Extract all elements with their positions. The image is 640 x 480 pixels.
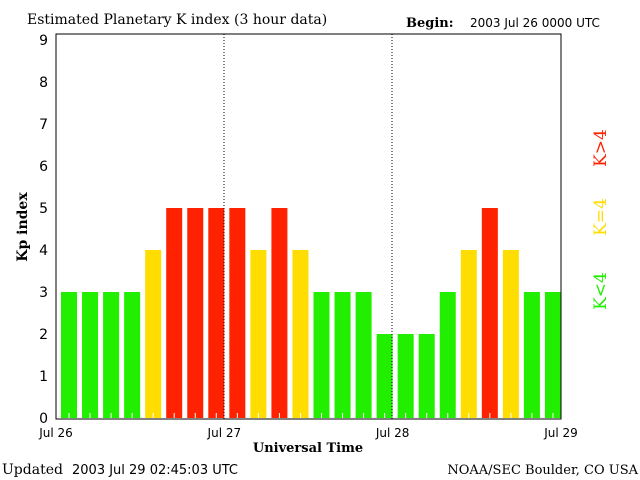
y-tick-label: 3 xyxy=(39,285,48,301)
kp-bar xyxy=(145,250,162,418)
x-tick-label: Jul 27 xyxy=(207,426,242,440)
kp-bar xyxy=(334,292,351,418)
legend-equal: K=4 xyxy=(591,198,611,236)
kp-bar xyxy=(166,208,183,418)
kp-bar xyxy=(502,250,519,418)
plot-frame xyxy=(55,33,562,420)
kp-bar xyxy=(271,208,288,418)
legend-low: K<4 xyxy=(591,272,611,310)
y-tick-label: 0 xyxy=(39,411,48,427)
y-tick-label: 5 xyxy=(39,201,48,217)
y-tick-label: 6 xyxy=(39,159,48,175)
x-tick-label: Jul 28 xyxy=(375,426,410,440)
y-tick-label: 8 xyxy=(39,75,48,91)
x-tick-label: Jul 29 xyxy=(543,426,578,440)
x-tick-label: Jul 26 xyxy=(38,426,73,440)
kp-bar xyxy=(481,208,498,418)
kp-bar xyxy=(229,208,246,418)
kp-bar xyxy=(523,292,540,418)
kp-bar xyxy=(355,292,372,418)
kp-bar xyxy=(250,250,267,418)
chart-title: Estimated Planetary K index (3 hour data… xyxy=(27,12,327,28)
begin-value: 2003 Jul 26 0000 UTC xyxy=(470,16,600,30)
kp-bar xyxy=(124,292,141,418)
begin-label: Begin: xyxy=(406,16,454,31)
kp-bar xyxy=(103,292,120,418)
y-tick-label: 1 xyxy=(39,369,48,385)
legend-high: K>4 xyxy=(591,129,611,167)
updated-value: 2003 Jul 29 02:45:03 UTC xyxy=(72,463,238,478)
source-credit: NOAA/SEC Boulder, CO USA xyxy=(447,463,638,478)
kp-bar xyxy=(376,334,393,418)
kp-bar xyxy=(460,250,477,418)
kp-bar xyxy=(397,334,414,418)
x-axis-label: Universal Time xyxy=(253,441,363,456)
updated-label: Updated xyxy=(2,462,63,478)
y-tick-label: 4 xyxy=(39,243,48,259)
kp-bar xyxy=(313,292,330,418)
kp-bar xyxy=(292,250,309,418)
kp-bar xyxy=(187,208,204,418)
kp-bar xyxy=(418,334,435,418)
kp-bar xyxy=(82,292,99,418)
kp-bar xyxy=(544,292,561,418)
y-tick-label: 7 xyxy=(39,117,48,133)
kp-bar xyxy=(61,292,77,418)
y-axis-label: Kp index xyxy=(15,192,31,262)
y-tick-label: 9 xyxy=(39,33,48,49)
y-tick-label: 2 xyxy=(39,327,48,343)
kp-bar xyxy=(208,208,225,418)
kp-bar xyxy=(439,292,456,418)
